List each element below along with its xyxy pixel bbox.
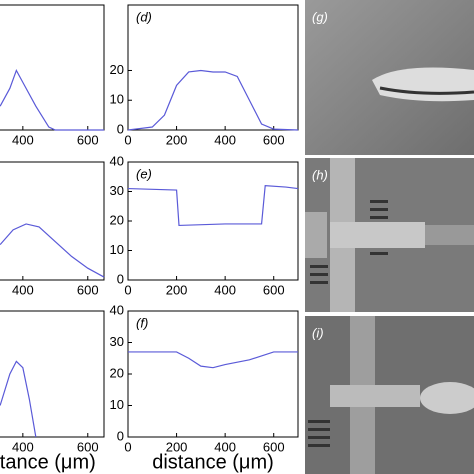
y-tick-label: 20 [110, 365, 124, 380]
y-tick-label: 10 [110, 397, 124, 412]
x-tick-label: 200 [166, 439, 188, 454]
x-tick-label: 0 [124, 439, 131, 454]
plot-frame [0, 4, 105, 131]
x-tick-label: 600 [77, 439, 99, 454]
plot-frame [0, 310, 105, 438]
image-i [305, 316, 474, 474]
y-tick-label: 0 [117, 121, 124, 136]
y-tick-label: 0 [117, 271, 124, 286]
x-tick-label: 0 [124, 282, 131, 297]
data-line [0, 69, 104, 131]
image-label: (g) [312, 9, 328, 24]
image-label: (h) [312, 167, 328, 182]
x-tick-label: 400 [214, 439, 236, 454]
x-tick-label: 200 [166, 282, 188, 297]
panel-label: (d) [136, 9, 152, 24]
y-tick-label: 0 [117, 428, 124, 443]
x-tick-label: 400 [12, 282, 34, 297]
panel-label: (f) [136, 315, 148, 330]
data-line [128, 351, 298, 369]
x-tick-label: 0 [124, 132, 131, 147]
image-h [305, 158, 474, 312]
x-tick-label: 600 [77, 132, 99, 147]
x-tick-label: 600 [263, 439, 285, 454]
y-tick-label: 20 [110, 62, 124, 77]
x-axis-label: distance (μm) [0, 451, 96, 473]
x-tick-label: 600 [77, 282, 99, 297]
x-tick-label: 600 [263, 282, 285, 297]
plot-frame [127, 4, 299, 131]
data-line [0, 360, 37, 438]
y-tick-label: 20 [110, 212, 124, 227]
x-tick-label: 600 [263, 132, 285, 147]
y-tick-label: 10 [110, 92, 124, 107]
plot-frame [127, 310, 299, 438]
panel-label: (e) [136, 166, 152, 181]
x-tick-label: 400 [12, 132, 34, 147]
image-g [305, 0, 474, 155]
y-tick-label: 30 [110, 334, 124, 349]
data-line [0, 223, 105, 278]
x-tick-label: 400 [214, 282, 236, 297]
plot-frame [0, 161, 105, 281]
y-tick-label: 10 [110, 242, 124, 257]
x-tick-label: 400 [12, 439, 34, 454]
plot-frame [127, 161, 299, 281]
x-tick-label: 400 [214, 132, 236, 147]
y-tick-label: 30 [110, 183, 124, 198]
data-line [127, 69, 299, 131]
y-tick-label: 40 [110, 153, 124, 168]
image-label: (i) [312, 325, 324, 340]
x-tick-label: 200 [166, 132, 188, 147]
data-line [127, 184, 299, 227]
y-tick-label: 40 [110, 302, 124, 317]
x-axis-label: distance (μm) [152, 451, 274, 473]
